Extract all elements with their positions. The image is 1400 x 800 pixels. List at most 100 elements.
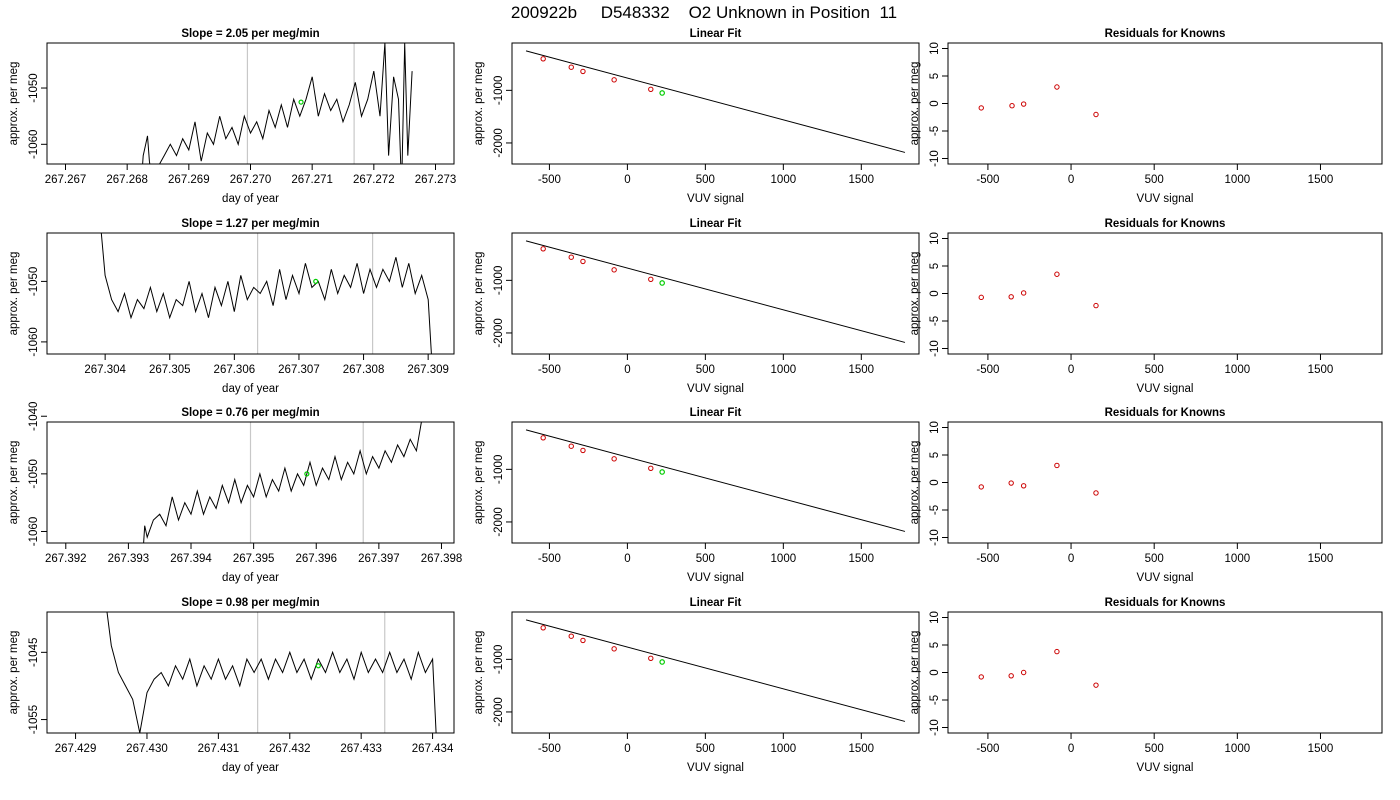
y-axis-label: approx. per meg [909,441,921,525]
panel-title: Linear Fit [690,28,742,40]
x-tick-label: 1000 [771,553,797,565]
x-tick-label: 267.273 [415,174,457,186]
y-axis-label: approx. per meg [8,441,20,525]
residual-point [978,674,984,680]
residuals-1-panel-r1: Residuals for Knowns -500 0 500 1000 1500 -10 -… [909,28,1383,205]
linear-fit-panel-r2: Linear Fit -500 0 500 1000 1500 -2000 -1000 VUV … [473,218,920,395]
residual-point [1093,302,1099,309]
y-tick-label: -1000 [493,76,505,105]
panel-title: Slope = 0.98 per meg/min [181,597,319,609]
x-tick-label: -500 [538,364,561,376]
time-series-3-panel-r3: Slope = 0.76 per meg/min 267.392 267.393 26… [8,402,462,584]
x-tick-label: 500 [696,553,715,565]
plot-frame [511,611,920,734]
unknown-point [313,278,319,284]
known-point [648,86,654,92]
time-series-2-panel-r2: Slope = 1.27 per meg/min 267.304 267.305 26… [8,218,455,395]
known-point [568,64,574,70]
plot-area [525,619,906,722]
panel-title: Slope = 0.76 per meg/min [181,407,319,419]
x-tick-label: -500 [538,743,561,755]
x-tick-label: 0 [1068,174,1074,186]
known-point [540,246,546,252]
linear-fit-panel-r4: Linear Fit -500 0 500 1000 1500 -2000 -1000 VUV … [473,597,920,774]
x-tick-label: 0 [624,174,630,186]
known-point [580,447,586,454]
known-point [611,77,617,83]
plot-area [978,648,1099,688]
x-axis-label: VUV signal [1137,193,1194,205]
x-tick-label: 267.306 [214,364,256,376]
x-tick-label: -500 [976,553,999,565]
residual-point [1020,290,1027,296]
y-tick-label: -10 [929,719,941,736]
residual-point [1093,682,1099,688]
x-tick-label: 0 [1068,743,1074,755]
x-tick-label: 267.395 [233,553,275,565]
known-point [648,465,654,471]
known-point [580,258,586,265]
y-tick-label: 10 [929,611,941,624]
residual-point [1054,648,1060,655]
plot-area [978,271,1099,309]
x-tick-label: 1000 [771,364,797,376]
y-tick-label: -1000 [493,455,505,484]
known-point [611,267,617,273]
x-tick-label: 267.304 [84,364,126,376]
plot-frame [511,42,920,165]
x-tick-label: -500 [976,364,999,376]
x-tick-label: 1500 [849,553,875,565]
y-tick-label: 0 [929,100,941,106]
y-tick-label: 10 [929,421,941,434]
known-point [648,276,654,282]
x-tick-label: 0 [624,553,630,565]
residual-point [1020,483,1027,489]
x-tick-label: 267.432 [269,743,311,755]
y-tick-label: -2000 [493,697,505,726]
x-axis-label: day of year [222,572,279,584]
y-tick-label: -10 [929,340,941,357]
unknown-point [659,469,665,475]
plot-frame [511,421,920,544]
x-tick-label: 500 [1145,174,1164,186]
data-series-line [106,612,437,733]
known-point [648,655,654,661]
x-tick-label: 267.308 [343,364,385,376]
x-tick-label: 500 [1145,743,1164,755]
x-tick-label: 267.433 [340,743,382,755]
plot-frame [947,611,1383,734]
plot-area [525,240,906,343]
time-series-1-panel-r1: Slope = 2.05 per meg/min 267.267 267.268 26… [8,28,456,205]
residuals-4-panel-r4: Residuals for Knowns -500 0 500 1000 1500 -10 -… [909,597,1383,774]
fit-line [525,240,906,343]
x-axis-label: VUV signal [1137,383,1194,395]
y-tick-label: -1040 [28,402,40,431]
unknown-point [659,280,665,286]
x-tick-label: 267.272 [353,174,395,186]
known-point [580,68,586,75]
known-point [568,254,574,260]
y-tick-label: -5 [929,695,941,705]
known-point [611,456,617,462]
panel-title: Linear Fit [690,597,742,609]
fit-line [525,50,906,153]
panel-title: Slope = 1.27 per meg/min [181,218,319,230]
y-tick-label: 5 [929,452,941,458]
x-tick-label: 267.267 [45,174,87,186]
y-axis-label: approx. per meg [909,631,921,715]
residual-point [1020,669,1027,676]
y-tick-label: -5 [929,316,941,326]
x-tick-label: 1000 [1225,364,1251,376]
plot-area [106,612,437,733]
panel-title: Residuals for Knowns [1105,407,1226,419]
x-tick-label: 1500 [1308,364,1334,376]
y-tick-label: -2000 [493,507,505,536]
x-tick-label: 267.393 [108,553,150,565]
residual-point [978,484,984,490]
y-axis-label: approx. per meg [473,441,485,525]
x-tick-label: 1000 [1225,553,1251,565]
y-tick-label: -1050 [28,267,40,296]
x-tick-label: 267.392 [45,553,87,565]
y-tick-label: 0 [929,290,941,296]
x-tick-label: 267.434 [412,743,454,755]
